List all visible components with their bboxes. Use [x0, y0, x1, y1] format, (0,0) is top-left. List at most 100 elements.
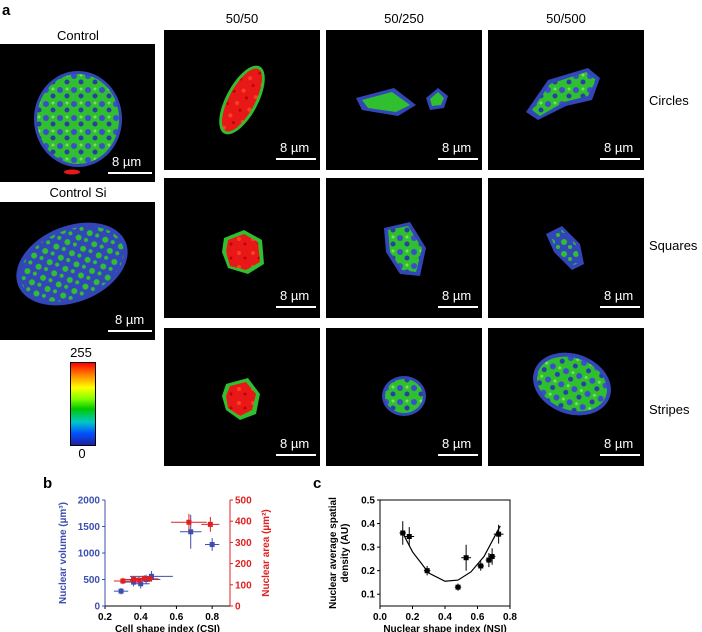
data-point [138, 581, 144, 587]
y-axis-title: Nuclear average spatialdensity (AU) [328, 497, 351, 609]
scale-bar-label: 8 µm [604, 288, 634, 303]
data-point [424, 568, 430, 574]
data-point [486, 557, 492, 563]
y-left-tick-label: 500 [83, 575, 100, 586]
scale-bar [438, 454, 478, 456]
colorbar-min-label: 0 [78, 446, 86, 461]
data-point [120, 578, 126, 584]
scale-bar [276, 158, 316, 160]
x-axis-title: Nuclear shape index (NSI) [383, 624, 506, 632]
data-point [406, 534, 412, 540]
data-point [209, 542, 215, 548]
y-left-axis-title: Nuclear volume (µm³) [58, 502, 69, 604]
y-right-axis-title: Nuclear area (µm²) [261, 509, 272, 596]
data-point [131, 577, 137, 582]
y-tick-label: 0.1 [361, 590, 375, 601]
y-right-tick-label: 400 [235, 517, 252, 528]
scale-bar-label: 8 µm [112, 154, 142, 169]
scale-bar [108, 172, 152, 174]
scale-bar [600, 158, 640, 160]
image-stripes-50-50: 8 µm [164, 328, 320, 466]
data-point [489, 554, 495, 560]
data-point [136, 577, 142, 583]
scale-bar-label: 8 µm [442, 288, 472, 303]
scale-bar-label: 8 µm [442, 436, 472, 451]
scale-bar [600, 454, 640, 456]
x-tick-label: 0.8 [205, 612, 219, 623]
y-right-tick-label: 0 [235, 602, 241, 613]
x-tick-label: 0.6 [169, 612, 183, 623]
image-circles-50-500: 8 µm [488, 30, 644, 170]
row-label-stripes: Stripes [649, 402, 690, 417]
data-point [207, 521, 213, 527]
tile-title-control: Control [57, 28, 99, 43]
data-point [455, 584, 461, 590]
x-tick-label: 0.4 [134, 612, 148, 623]
image-control: 8 µm [0, 44, 155, 182]
y-right-tick-label: 500 [235, 496, 252, 507]
image-stripes-50-250: 8 µm [326, 328, 482, 466]
data-point [188, 529, 194, 535]
data-point [186, 519, 192, 525]
image-circles-50-250: 8 µm [326, 30, 482, 170]
scale-bar-label: 8 µm [442, 140, 472, 155]
y-left-tick-label: 0 [94, 602, 100, 613]
row-label-circles: Circles [649, 93, 689, 108]
panel-letter-a: a [2, 2, 11, 19]
scale-bar-label: 8 µm [280, 288, 310, 303]
colorbar [70, 362, 96, 446]
image-squares-50-500: 8 µm [488, 178, 644, 318]
chart-b: 0.2 0.4 0.6 0.8 0 500 1000 1500 2000 0 100 200 300 40… [58, 496, 272, 632]
y-tick-label: 0.3 [361, 543, 375, 554]
scale-bar [438, 306, 478, 308]
scale-bar [600, 306, 640, 308]
plot-frame [379, 499, 511, 607]
image-circles-50-50: 8 µm [164, 30, 320, 170]
column-label-50-250: 50/250 [384, 11, 424, 26]
x-tick-label: 0.6 [471, 612, 485, 623]
scale-bar-label: 8 µm [280, 436, 310, 451]
scale-bar [276, 306, 316, 308]
chart-c: 0.0 0.2 0.4 0.6 0.8 0.1 0.2 0.3 0.4 0.5 Nuclear sh… [328, 496, 517, 632]
scale-bar-label: 8 µm [115, 312, 145, 327]
scale-bar [438, 158, 478, 160]
x-tick-label: 0.4 [438, 612, 452, 623]
y-tick-label: 0.2 [361, 566, 375, 577]
panel-letter-b: b [43, 475, 53, 492]
data-point [478, 563, 484, 569]
image-squares-50-250: 8 µm [326, 178, 482, 318]
tile-title-control-si: Control Si [49, 185, 107, 200]
y-tick-label: 0.4 [361, 519, 375, 530]
scale-bar-label: 8 µm [604, 140, 634, 155]
trend-line [402, 525, 501, 582]
colorbar-max-label: 255 [70, 345, 92, 360]
y-right-tick-label: 100 [235, 580, 252, 591]
scale-bar-label: 8 µm [604, 436, 634, 451]
data-point [148, 573, 154, 579]
y-tick-label: 0.5 [361, 496, 375, 507]
data-point [463, 555, 469, 561]
x-tick-label: 0.0 [373, 612, 387, 623]
data-point [118, 588, 124, 594]
y-left-tick-label: 1500 [78, 522, 101, 533]
column-label-50-50: 50/50 [225, 11, 259, 26]
data-point [400, 530, 406, 536]
data-point [496, 531, 502, 537]
data-point [147, 576, 153, 582]
scale-bar [108, 330, 152, 332]
x-tick-label: 0.2 [98, 612, 112, 623]
image-squares-50-50: 8 µm [164, 178, 320, 318]
y-left-tick-label: 1000 [78, 549, 101, 560]
scale-bar-label: 8 µm [280, 140, 310, 155]
x-tick-label: 0.8 [503, 612, 517, 623]
row-label-squares: Squares [649, 238, 698, 253]
scale-bar [276, 454, 316, 456]
column-label-50-500: 50/500 [546, 11, 586, 26]
x-tick-label: 0.2 [406, 612, 420, 623]
image-stripes-50-500: 8 µm [488, 328, 644, 466]
y-left-tick-label: 2000 [78, 496, 101, 507]
image-control-si: 8 µm [0, 202, 155, 340]
panel-letter-c: c [313, 475, 322, 492]
x-axis-title: Cell shape index (CSI) [115, 624, 220, 632]
y-right-tick-label: 200 [235, 559, 252, 570]
